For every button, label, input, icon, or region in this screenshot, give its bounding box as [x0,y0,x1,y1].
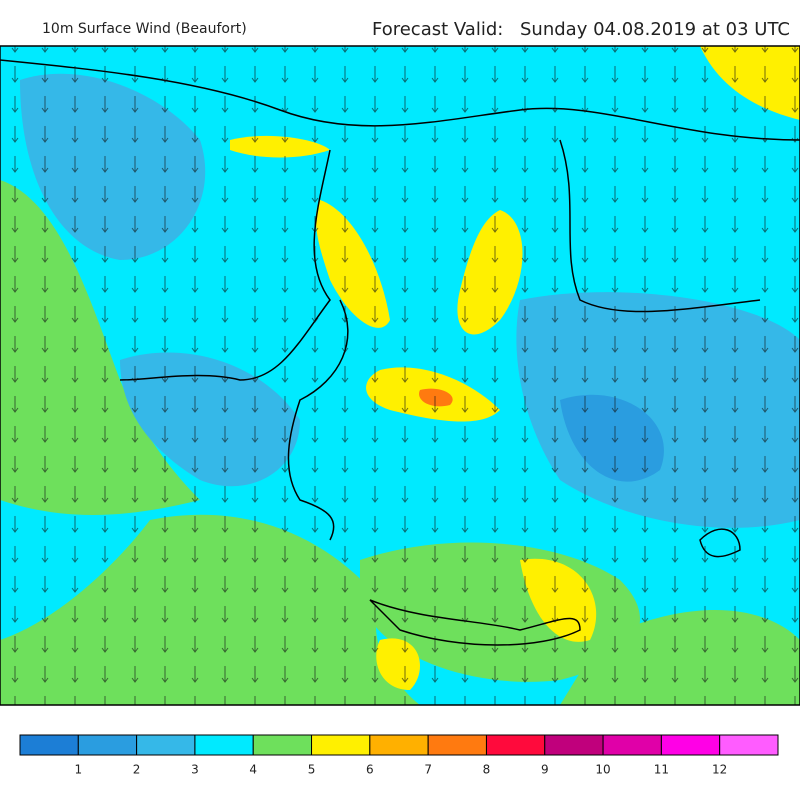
legend-label: 8 [483,763,491,777]
legend-swatch [311,734,371,756]
legend-swatch [719,734,779,756]
legend-label: 1 [74,763,82,777]
legend-swatch [19,734,79,756]
legend-label: 6 [366,763,374,777]
legend-swatch [194,734,254,756]
legend-label: 2 [133,763,141,777]
forecast-label: Forecast Valid: [372,19,503,40]
legend-swatch [77,734,138,756]
forecast-time: Sunday 04.08.2019 at 03 UTC [520,19,790,40]
legend-label: 4 [249,763,257,777]
legend-swatch [136,734,196,756]
map-title: 10m Surface Wind (Beaufort) [42,21,247,37]
legend-label: 5 [308,763,316,777]
legend-label: 10 [595,763,610,777]
legend-swatch [544,734,604,756]
legend-swatch [660,734,721,756]
legend-label: 12 [712,763,727,777]
map-frame [0,45,800,706]
legend-label: 7 [424,763,432,777]
legend-label: 11 [654,763,669,777]
legend-swatch [252,734,313,756]
legend-swatch [427,734,487,756]
map [0,46,800,705]
legend-label: 9 [541,763,549,777]
legend-swatch [369,734,429,756]
legend-swatch [602,734,662,756]
legend-label: 3 [191,763,199,777]
legend-swatch [485,734,546,756]
legend: 1 2 3 4 5 6 7 8 9 10 11 12 [19,734,779,777]
